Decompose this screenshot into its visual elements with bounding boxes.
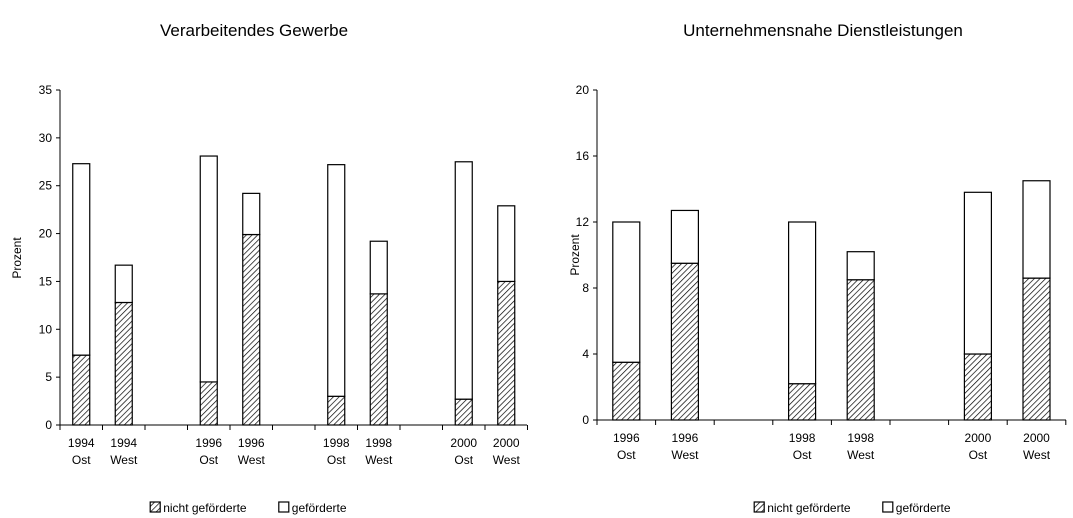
bar-gefoerderte [1022, 180, 1051, 279]
bar-nicht-gefoerderte [846, 279, 875, 421]
x-tick-label-region: Ost [969, 448, 988, 462]
bar-gefoerderte [787, 221, 817, 385]
x-tick-label-region: West [110, 453, 138, 467]
x-tick-label-year: 1998 [847, 431, 874, 445]
legend-label: geförderte [896, 501, 951, 515]
bar-gefoerderte [199, 155, 218, 383]
bar-nicht-gefoerderte [199, 381, 218, 426]
x-tick-label-region: West [847, 448, 875, 462]
legend-swatch [882, 501, 894, 513]
bar-gefoerderte [369, 240, 388, 295]
bar-gefoerderte [963, 191, 993, 355]
x-tick-label-year: 1998 [789, 431, 816, 445]
x-tick-label-year: 1996 [613, 431, 640, 445]
legend-swatch [149, 501, 161, 513]
x-tick-label-region: Ost [199, 453, 218, 467]
bar-nicht-gefoerderte [72, 354, 91, 426]
bar-nicht-gefoerderte [242, 233, 261, 426]
x-tick-label-region: West [493, 453, 521, 467]
chart-title: Verarbeitendes Gewerbe [160, 21, 348, 40]
x-tick-label-year: 2000 [965, 431, 992, 445]
x-tick-label-year: 1994 [110, 436, 137, 450]
bar-gefoerderte [670, 209, 700, 264]
x-tick-label-year: 2000 [493, 436, 520, 450]
x-tick-label-year: 1998 [323, 436, 350, 450]
y-tick-label: 4 [582, 347, 589, 361]
bar-gefoerderte [612, 221, 641, 363]
x-tick-label-region: Ost [72, 453, 91, 467]
y-tick-label: 0 [582, 413, 589, 427]
y-tick-label: 35 [39, 83, 53, 97]
x-tick-label-region: West [671, 448, 699, 462]
bar-nicht-gefoerderte [787, 383, 817, 421]
y-tick-label: 8 [582, 281, 589, 295]
x-tick-label-year: 1994 [68, 436, 95, 450]
x-tick-label-year: 2000 [1023, 431, 1050, 445]
x-tick-label-year: 2000 [450, 436, 477, 450]
bar-nicht-gefoerderte [612, 361, 641, 421]
bar-nicht-gefoerderte [114, 301, 133, 426]
x-tick-label-region: Ost [617, 448, 636, 462]
y-tick-label: 20 [576, 83, 590, 97]
y-tick-label: 20 [39, 227, 53, 241]
bar-nicht-gefoerderte [670, 262, 700, 421]
chart-unternehmensnahe-dienstleistungen: Unternehmensnahe Dienstleistungen Prozen… [568, 21, 1067, 515]
bar-gefoerderte [114, 264, 133, 304]
y-tick-label: 30 [39, 131, 53, 145]
legend-swatch [278, 501, 290, 513]
y-tick-label: 15 [39, 274, 53, 288]
x-tick-label-year: 1996 [238, 436, 265, 450]
x-tick-label-year: 1996 [672, 431, 699, 445]
bar-gefoerderte [327, 164, 346, 397]
x-tick-label-region: West [238, 453, 266, 467]
x-tick-label-region: Ost [793, 448, 812, 462]
bar-gefoerderte [72, 163, 91, 356]
y-axis-label: Prozent [10, 237, 24, 279]
bar-nicht-gefoerderte [454, 398, 473, 426]
y-tick-label: 25 [39, 179, 53, 193]
chart-title: Unternehmensnahe Dienstleistungen [683, 21, 963, 40]
chart-verarbeitendes-gewerbe: Verarbeitendes Gewerbe Prozent 0 5 10 15 20 2… [10, 21, 528, 515]
legend-label: nicht geförderte [767, 501, 851, 515]
x-tick-label-region: West [365, 453, 393, 467]
x-tick-label-region: West [1023, 448, 1051, 462]
legend-label: nicht geförderte [163, 501, 247, 515]
bar-gefoerderte [454, 161, 473, 400]
legend-label: geförderte [292, 501, 347, 515]
y-tick-label: 0 [45, 418, 52, 432]
bar-gefoerderte [242, 192, 261, 236]
bar-nicht-gefoerderte [369, 293, 388, 426]
y-tick-label: 16 [576, 149, 590, 163]
x-tick-label-region: Ost [454, 453, 473, 467]
legend-swatch [753, 501, 765, 513]
bar-nicht-gefoerderte [963, 353, 993, 421]
bar-gefoerderte [846, 251, 875, 281]
x-tick-label-year: 1996 [195, 436, 222, 450]
bar-nicht-gefoerderte [497, 280, 516, 426]
bar-nicht-gefoerderte [1022, 277, 1051, 421]
x-tick-label-region: Ost [327, 453, 346, 467]
y-tick-label: 12 [576, 215, 590, 229]
y-axis-label: Prozent [568, 234, 582, 276]
x-tick-label-year: 1998 [365, 436, 392, 450]
bar-nicht-gefoerderte [327, 395, 346, 426]
y-tick-label: 5 [45, 370, 52, 384]
bar-gefoerderte [497, 205, 516, 283]
y-tick-label: 10 [39, 322, 53, 336]
